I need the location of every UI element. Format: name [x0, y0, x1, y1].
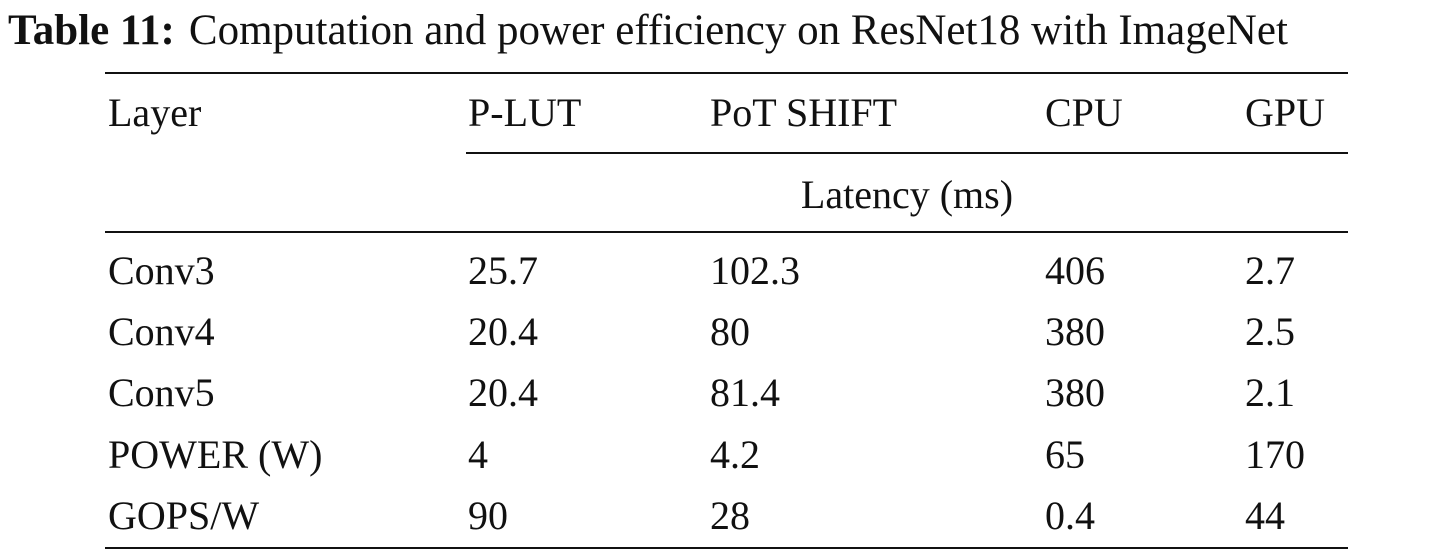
cell: 65	[1045, 432, 1085, 477]
cell: 44	[1245, 493, 1285, 538]
cell: 380	[1045, 370, 1105, 415]
cell: 2.1	[1245, 370, 1295, 415]
row-label: Conv5	[108, 370, 215, 415]
column-header: GPU	[1245, 90, 1326, 135]
column-header: P-LUT	[468, 90, 582, 135]
mid-rule	[105, 231, 1348, 233]
row-label: Conv4	[108, 309, 215, 354]
cell: 2.7	[1245, 248, 1295, 293]
column-header: CPU	[1045, 90, 1123, 135]
cell: 20.4	[468, 370, 538, 415]
cell: 20.4	[468, 309, 538, 354]
bottom-rule	[105, 547, 1348, 549]
subheader: Latency (ms)	[800, 172, 1014, 217]
cell: 25.7	[468, 248, 538, 293]
cell: 0.4	[1045, 493, 1095, 538]
cell: 4	[468, 432, 488, 477]
row-label: Conv3	[108, 248, 215, 293]
row-label: POWER (W)	[108, 432, 323, 477]
column-header: PoT SHIFT	[710, 90, 898, 135]
cell: 2.5	[1245, 309, 1295, 354]
cell: 28	[710, 493, 750, 538]
cell: 170	[1245, 432, 1305, 477]
cell: 90	[468, 493, 508, 538]
caption: Table 11: Computation and power efficienc…	[8, 8, 1288, 54]
caption-label: Table 11:	[8, 7, 175, 54]
top-rule	[105, 72, 1348, 74]
cell: 81.4	[710, 370, 780, 415]
cell: 380	[1045, 309, 1105, 354]
header-rule	[466, 152, 1348, 154]
cell: 406	[1045, 248, 1105, 293]
cell: 80	[710, 309, 750, 354]
column-header: Layer	[108, 90, 202, 135]
caption-text: Computation and power efficiency on ResN…	[188, 7, 1288, 54]
cell: 102.3	[710, 248, 800, 293]
row-label: GOPS/W	[108, 493, 260, 538]
cell: 4.2	[710, 432, 760, 477]
